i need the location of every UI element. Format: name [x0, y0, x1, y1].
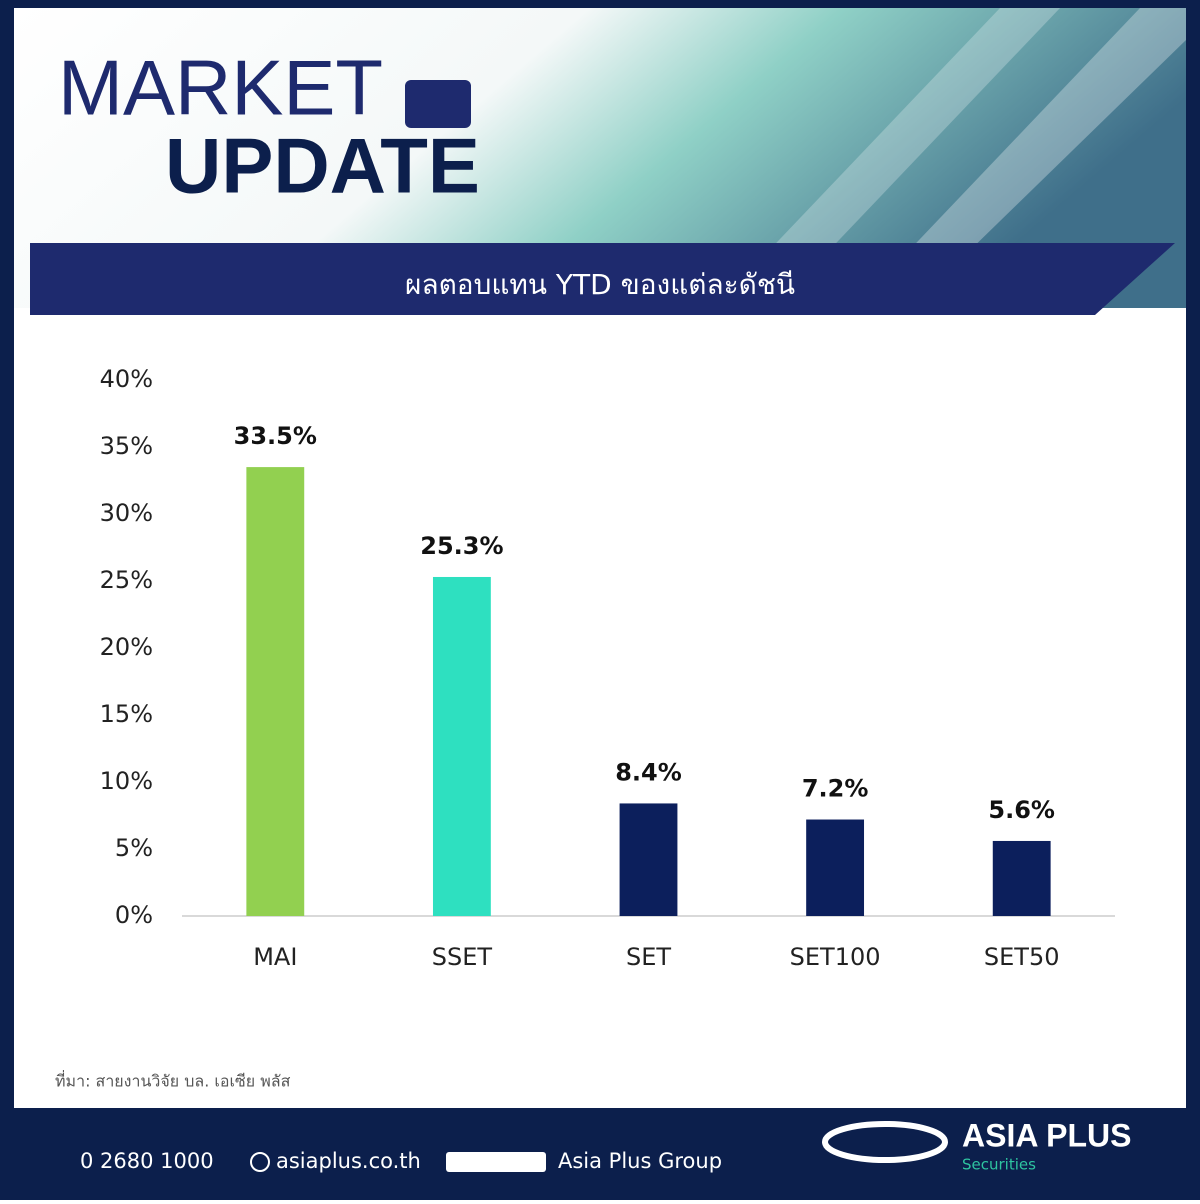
y-tick-label: 5%: [115, 834, 153, 862]
source-note: ที่มา: สายงานวิจัย บล. เอเซีย พลัส: [55, 1070, 291, 1091]
x-tick-label: SET100: [790, 943, 881, 971]
y-tick-label: 25%: [100, 566, 153, 594]
bar: [619, 803, 678, 916]
brand-name: ASIA PLUS: [962, 1117, 1132, 1153]
x-tick-label: SET: [626, 943, 671, 971]
header-update: UPDATE: [165, 122, 480, 210]
value-label: 5.6%: [988, 796, 1055, 824]
x-tick-label: MAI: [253, 943, 297, 971]
footer-phone: 0 2680 1000: [80, 1149, 214, 1173]
y-tick-label: 10%: [100, 767, 153, 795]
chart-title: ผลตอบแทน YTD ของแต่ละดัชนี: [405, 268, 795, 301]
bar: [432, 576, 491, 916]
bar: [992, 840, 1051, 916]
social-icons: [446, 1152, 546, 1172]
y-tick-label: 40%: [100, 365, 153, 393]
header-stripe: [900, 8, 1186, 260]
value-label: 33.5%: [234, 422, 317, 450]
y-tick-label: 15%: [100, 700, 153, 728]
value-label: 25.3%: [420, 532, 503, 560]
y-tick-label: 0%: [115, 901, 153, 929]
y-tick-label: 30%: [100, 499, 153, 527]
footer-website: asiaplus.co.th: [276, 1149, 421, 1173]
x-tick-label: SET50: [984, 943, 1060, 971]
y-tick-label: 20%: [100, 633, 153, 661]
title-banner: [30, 243, 1175, 315]
header-market: MARKET: [58, 44, 383, 132]
header-stripe: [760, 8, 1060, 260]
y-tick-label: 35%: [100, 432, 153, 460]
web-icon: [250, 1152, 270, 1172]
brand-sub: Securities: [962, 1156, 1036, 1174]
x-tick-label: SSET: [432, 943, 493, 971]
value-label: 7.2%: [802, 775, 869, 803]
bar: [246, 467, 305, 916]
chart: 0% 5% 10% 15% 20% 25% 30% 35% 40% MAI 33.5% SSET 25.…: [100, 365, 1115, 971]
value-label: 8.4%: [615, 758, 682, 786]
logo-mark: [822, 1121, 948, 1163]
header-icon: [405, 80, 471, 128]
footer-social: Asia Plus Group: [558, 1149, 722, 1173]
bar: [806, 819, 865, 916]
